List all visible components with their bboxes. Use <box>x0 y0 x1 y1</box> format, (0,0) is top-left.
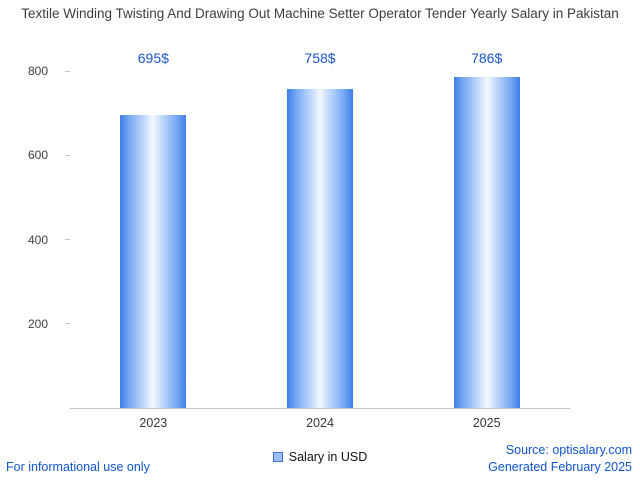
y-tick-mark <box>65 239 70 240</box>
chart-area: 695$ 758$ 786$ 200 400 600 800 2023 2024 2025 <box>28 50 570 430</box>
y-tick-mark <box>65 323 70 325</box>
x-axis: 2023 2024 2025 <box>70 409 570 430</box>
x-tick-label: 2023 <box>139 416 168 430</box>
salary-bar-2024 <box>287 88 353 408</box>
x-tick-label: 2025 <box>472 416 501 430</box>
y-tick-mark <box>65 70 70 72</box>
bar-column <box>70 71 237 408</box>
generated-text: Generated February 2025 <box>488 460 632 475</box>
salary-bar-2023 <box>120 115 187 408</box>
y-tick-label: 400 <box>27 232 48 247</box>
salary-bar-2025 <box>453 76 520 408</box>
x-tick-label: 2024 <box>306 416 334 430</box>
bar-value-label: 758$ <box>304 50 336 66</box>
source-link[interactable]: Source: optisalary.com <box>505 443 632 458</box>
chart-title: Textile Winding Twisting And Drawing Out… <box>21 6 619 21</box>
value-labels-row: 695$ 758$ 786$ <box>70 50 570 71</box>
plot <box>65 70 570 409</box>
y-tick-label: 600 <box>27 148 48 163</box>
bar-column <box>237 71 404 408</box>
y-axis: 200 400 600 800 <box>0 64 60 408</box>
bar-value-label: 786$ <box>471 50 503 66</box>
bar-column <box>403 71 570 408</box>
source-block: Source: optisalary.com Generated Februar… <box>488 442 632 476</box>
y-tick-label: 200 <box>27 316 48 331</box>
legend: Salary in USD <box>0 450 640 464</box>
bar-value-label: 695$ <box>137 50 169 66</box>
legend-marker-icon <box>272 452 283 462</box>
disclaimer-text: For informational use only <box>6 460 150 474</box>
legend-label: Salary in USD <box>288 450 368 464</box>
y-tick-label: 800 <box>27 64 48 78</box>
y-tick-mark <box>65 154 70 156</box>
